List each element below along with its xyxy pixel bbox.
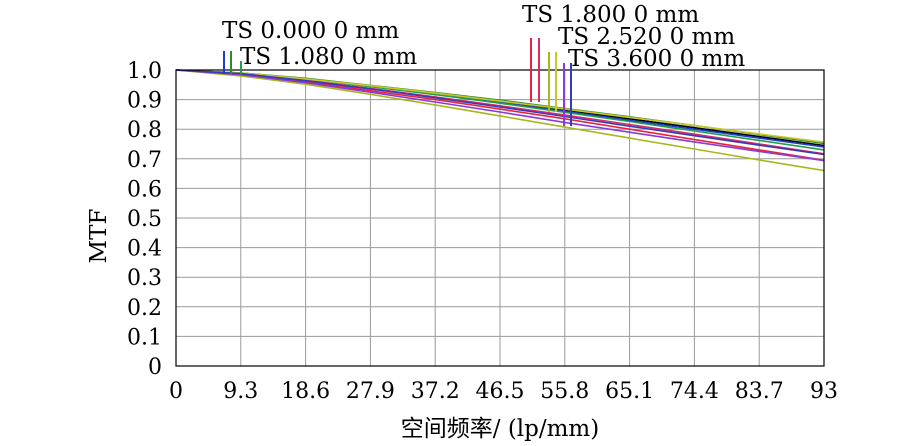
series-line <box>175 69 825 162</box>
y-tick-label: 0.2 <box>127 296 162 321</box>
y-tick-label: 1.0 <box>127 59 162 84</box>
x-axis-label: 空间频率/ (lp/mm) <box>401 416 599 442</box>
x-tick-label: 37.2 <box>411 379 460 404</box>
y-tick-label: 0 <box>148 355 162 380</box>
legend-label: TS 3.600 0 mm <box>568 46 745 72</box>
x-tick-label: 0 <box>169 379 183 404</box>
y-tick-label: 0.7 <box>127 148 162 173</box>
series-line <box>175 69 825 143</box>
series-line <box>175 69 825 156</box>
x-tick-label: 18.6 <box>281 379 330 404</box>
y-tick-label: 0.9 <box>127 89 162 114</box>
y-tick-labels: 0 0.1 0.2 0.3 0.4 0.5 0.6 0.7 0.8 0.9 1.0 <box>127 59 162 380</box>
x-tick-label: 27.9 <box>346 379 395 404</box>
y-tick-label: 0.5 <box>127 207 162 232</box>
x-tick-labels: 0 9.3 18.6 27.9 37.2 46.5 55.8 65.1 74.4 83.7 93 <box>169 379 838 404</box>
series-lines <box>175 69 825 172</box>
x-tick-label: 93 <box>810 379 838 404</box>
x-tick-label: 55.8 <box>540 379 589 404</box>
legend-label: TS 1.800 0 mm <box>522 2 699 28</box>
y-axis-label: MTF <box>86 209 112 264</box>
series-line <box>175 69 825 172</box>
plot-frame <box>175 69 825 367</box>
legend-label: TS 0.000 0 mm <box>222 18 399 44</box>
grid <box>176 70 824 366</box>
x-tick-label: 46.5 <box>476 379 525 404</box>
y-tick-label: 0.6 <box>127 177 162 202</box>
legend-label: TS 2.520 0 mm <box>558 24 735 50</box>
y-tick-label: 0.3 <box>127 266 162 291</box>
y-tick-label: 0.1 <box>127 325 162 350</box>
x-tick-label: 83.7 <box>735 379 784 404</box>
x-tick-label: 9.3 <box>223 379 258 404</box>
y-tick-label: 0.8 <box>127 118 162 143</box>
x-tick-label: 65.1 <box>605 379 654 404</box>
legend-label: TS 1.080 0 mm <box>240 44 417 70</box>
x-tick-label: 74.4 <box>670 379 719 404</box>
y-tick-label: 0.4 <box>127 237 162 262</box>
